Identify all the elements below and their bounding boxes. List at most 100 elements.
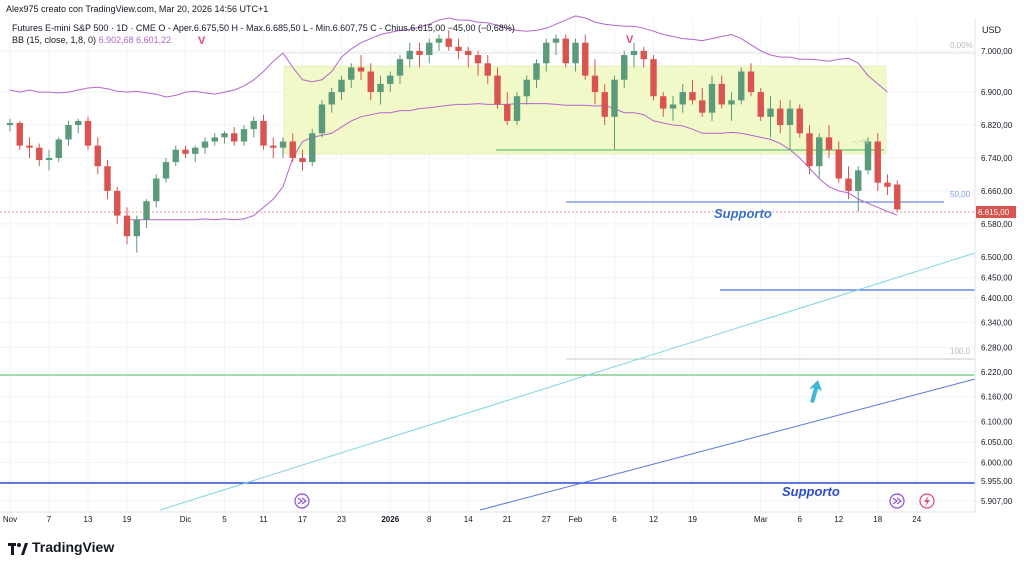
candle[interactable] [504, 92, 511, 126]
candle[interactable] [45, 149, 53, 171]
candle[interactable] [591, 59, 599, 105]
candle[interactable] [513, 92, 521, 126]
candle[interactable] [357, 55, 365, 80]
trend-line-blue[interactable] [479, 378, 976, 511]
candle[interactable] [816, 133, 823, 179]
indicator-name[interactable]: BB (15, close, 1,8, 0) [12, 35, 97, 45]
candle[interactable] [640, 46, 647, 68]
candle[interactable] [689, 79, 696, 105]
candle[interactable] [699, 87, 706, 117]
candle[interactable] [562, 34, 569, 68]
candle[interactable] [894, 180, 901, 213]
candle[interactable] [494, 67, 501, 109]
candle[interactable] [650, 55, 657, 101]
candle[interactable] [718, 75, 725, 109]
candle[interactable] [84, 116, 92, 150]
candle[interactable] [855, 166, 862, 212]
v-marker-1[interactable]: V [198, 35, 206, 47]
candle[interactable] [289, 133, 296, 163]
candle[interactable] [153, 174, 160, 208]
candle[interactable] [630, 42, 638, 68]
candle[interactable] [182, 145, 189, 158]
candle[interactable] [523, 75, 530, 105]
candle[interactable] [708, 75, 716, 121]
candle[interactable] [328, 87, 335, 113]
candle[interactable] [465, 46, 472, 68]
candle[interactable] [143, 199, 150, 228]
candle[interactable] [825, 125, 833, 158]
candle[interactable] [455, 38, 462, 60]
candle[interactable] [582, 34, 589, 80]
candle[interactable] [835, 141, 842, 183]
candle[interactable] [845, 166, 852, 200]
bb-lower-line[interactable] [127, 103, 898, 221]
candle[interactable] [786, 100, 794, 150]
candle[interactable] [36, 143, 43, 167]
candle[interactable] [601, 83, 608, 126]
candle[interactable] [747, 63, 755, 97]
candle[interactable] [660, 92, 667, 117]
candle[interactable] [533, 59, 540, 88]
candle[interactable] [133, 215, 140, 253]
candle[interactable] [172, 145, 179, 167]
candle[interactable] [864, 137, 872, 175]
candle[interactable] [6, 118, 14, 132]
candle[interactable] [884, 174, 891, 196]
candle[interactable] [426, 38, 433, 64]
annotations[interactable]: Supporto Supporto V V 0,00% 50,00 100,0 … [198, 34, 973, 509]
candle[interactable] [738, 67, 745, 105]
brand[interactable]: TradingView [8, 539, 114, 556]
candle[interactable] [221, 131, 228, 144]
candle[interactable] [211, 133, 218, 146]
candle[interactable] [669, 96, 677, 121]
candle[interactable] [16, 120, 23, 150]
support-label-1[interactable]: Supporto [714, 206, 772, 221]
candle[interactable] [279, 137, 287, 158]
candle[interactable] [192, 145, 199, 163]
bollinger-bands[interactable] [9, 15, 898, 221]
candle[interactable] [26, 137, 33, 158]
candle[interactable] [250, 116, 257, 138]
candle[interactable] [543, 38, 550, 72]
candle[interactable] [65, 120, 72, 146]
candle[interactable] [162, 157, 170, 183]
candle[interactable] [777, 100, 784, 134]
candle[interactable] [299, 149, 306, 171]
candle[interactable] [874, 133, 881, 191]
candle[interactable] [240, 125, 248, 146]
support-label-2[interactable]: Supporto [782, 484, 840, 499]
candle[interactable] [767, 96, 774, 138]
arrow-up-icon[interactable] [809, 380, 822, 403]
candle[interactable] [104, 160, 111, 200]
candle[interactable] [387, 71, 394, 93]
candle[interactable] [728, 92, 735, 121]
candle[interactable] [611, 75, 618, 150]
candle[interactable] [231, 127, 238, 146]
candle[interactable] [377, 75, 384, 105]
candle[interactable] [484, 55, 491, 84]
candle[interactable] [260, 114, 267, 150]
candle[interactable] [75, 118, 82, 134]
candle[interactable] [572, 38, 579, 72]
candle[interactable] [406, 42, 413, 68]
candle[interactable] [796, 104, 803, 138]
candle[interactable] [621, 50, 628, 88]
trend-line-cyan[interactable] [159, 252, 976, 511]
candle[interactable] [338, 75, 345, 101]
candle[interactable] [309, 129, 316, 167]
candle[interactable] [94, 137, 101, 175]
symbol-name[interactable]: Futures E-mini S&P 500 · 1D · CME [12, 23, 156, 33]
drawing-lines[interactable] [0, 52, 976, 511]
candle[interactable] [367, 63, 374, 101]
candle[interactable] [114, 186, 121, 224]
replay-icon-right[interactable] [889, 493, 905, 509]
candles[interactable] [6, 30, 901, 253]
candle[interactable] [806, 125, 813, 175]
candle[interactable] [55, 137, 62, 163]
candle[interactable] [123, 207, 131, 245]
replay-icon-left[interactable] [294, 493, 310, 509]
bb-upper-line[interactable] [9, 15, 888, 98]
candle[interactable] [348, 63, 355, 88]
candle[interactable] [201, 137, 209, 154]
